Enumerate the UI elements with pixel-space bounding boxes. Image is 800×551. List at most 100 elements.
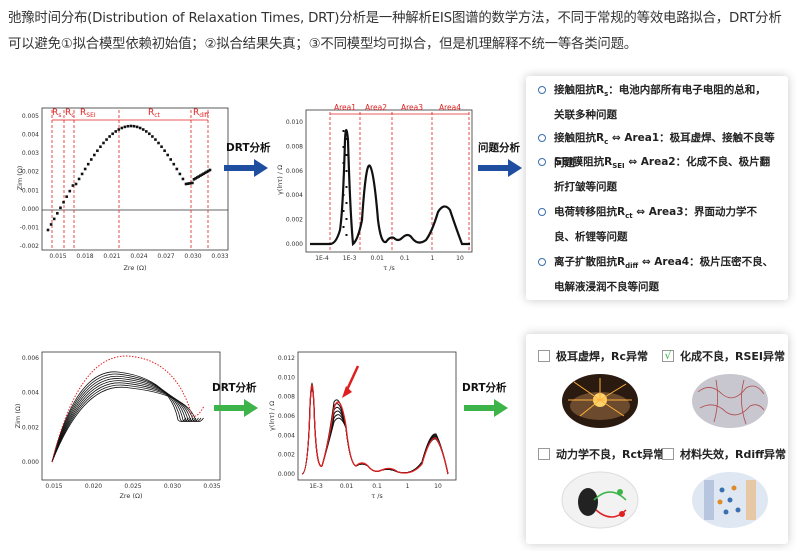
x-tick-label: 0.033 <box>211 253 228 260</box>
diagnosis-label-formation: 化成不良，RSEI异常 <box>680 350 785 363</box>
data-point <box>126 124 130 128</box>
data-point <box>114 130 118 133</box>
data-point <box>345 218 348 220</box>
data-point <box>345 170 348 172</box>
data-point <box>189 181 193 185</box>
y-tick-label: 0.006 <box>286 168 303 175</box>
x-tick-label: 10 <box>434 483 442 490</box>
eis-bottom-xlabel: Zre (Ω) <box>119 492 142 500</box>
checkbox-kinetics[interactable] <box>538 448 550 460</box>
data-point <box>148 132 151 136</box>
data-point <box>62 200 65 204</box>
electrode-map-icon <box>692 374 768 428</box>
checkbox-formation[interactable]: √ <box>662 350 674 362</box>
data-point <box>342 178 345 180</box>
bullet-circle-icon <box>538 134 546 142</box>
data-point <box>99 145 102 149</box>
data-point <box>65 195 68 198</box>
data-point <box>154 138 157 141</box>
bullet-circle-icon <box>538 86 546 94</box>
data-point <box>194 177 197 180</box>
eis-top-xlabel: Zre (Ω) <box>123 264 146 272</box>
y-tick-label: 0.000 <box>22 459 39 466</box>
data-point <box>59 206 62 210</box>
y-tick-label: 0.002 <box>22 169 39 176</box>
eis-curve <box>51 380 197 463</box>
data-point <box>132 124 136 128</box>
data-point <box>342 210 345 212</box>
data-point <box>345 138 348 140</box>
eis-curve <box>51 371 187 463</box>
y-tick-label: 0.008 <box>286 143 303 150</box>
diagnosis-label-kinetics: 动力学不良，Rct异常 <box>556 448 665 461</box>
checkbox-welding[interactable] <box>538 350 550 362</box>
bullet-circle-icon <box>538 258 546 266</box>
y-tick-label: 0.005 <box>22 113 39 120</box>
y-tick-label: 0.002 <box>278 452 295 459</box>
region-label-rs: Rs <box>52 108 61 119</box>
data-point <box>184 182 188 186</box>
data-point <box>187 182 191 185</box>
y-tick-label: 0.004 <box>22 390 39 397</box>
data-point <box>202 172 205 176</box>
problem-analysis-card: 接触阻抗Rs：电池内部所有电子电阻的总和，关联多种问题 接触阻抗Rc ⇔ Are… <box>526 76 788 300</box>
area-label-4: Area4 <box>439 103 461 112</box>
x-tick-label: 0.030 <box>184 253 201 260</box>
data-point <box>175 167 179 171</box>
data-point <box>49 223 53 226</box>
data-point <box>345 234 348 236</box>
x-tick-label: 1E-4 <box>315 255 329 262</box>
eis-curve <box>51 386 204 463</box>
data-point <box>102 141 105 145</box>
data-point <box>52 217 56 221</box>
eis-curve <box>51 384 202 463</box>
data-point <box>77 177 81 181</box>
bullet-circle-icon <box>538 208 546 216</box>
drt-top-ylabel: γ(lnτ) / Ω <box>276 165 284 195</box>
arrow-right-icon <box>464 399 508 417</box>
checkbox-material[interactable] <box>662 448 674 460</box>
data-point <box>68 189 72 193</box>
data-point <box>71 184 75 187</box>
data-point <box>80 172 84 176</box>
y-tick-label: 0.012 <box>278 355 295 362</box>
x-tick-label: 1E-3 <box>309 483 323 490</box>
material-diffusion-icon <box>692 472 768 528</box>
x-tick-label: 1 <box>430 255 434 262</box>
data-point <box>205 170 209 174</box>
diagnosis-label-material: 材料失效，Rdiff异常 <box>680 448 787 461</box>
problem-item: SEI膜阻抗RSEI ⇔ Area2：化成不良、极片翻折打皱等问题 <box>538 152 776 198</box>
data-point <box>56 212 59 215</box>
eis-top-ylabel: Zim (Ω) <box>16 166 24 191</box>
y-tick-label: 0.004 <box>278 432 295 439</box>
data-point <box>345 186 348 188</box>
x-tick-label: 0.030 <box>164 483 181 490</box>
y-tick-label: 0.002 <box>22 424 39 431</box>
x-tick-label: 0.1 <box>400 255 410 262</box>
y-tick-label: 0.010 <box>286 119 303 126</box>
data-point <box>186 182 189 186</box>
y-tick-label: 0.000 <box>286 241 303 248</box>
problem-item: 接触阻抗Rs：电池内部所有电子电阻的总和，关联多种问题 <box>538 80 776 126</box>
drt-chart-top: Area1 Area2 Area3 Area4 0.010 0.008 0.006 0… <box>276 103 473 272</box>
data-point <box>157 141 160 145</box>
drt-bottom-xlabel: τ /s <box>371 492 383 500</box>
x-tick-label: 0.024 <box>130 253 147 260</box>
x-tick-label: 0.018 <box>76 253 93 260</box>
drt-chart-bottom: 0.012 0.010 0.008 0.006 0.004 0.002 0.000 1E-3… <box>268 351 457 500</box>
data-point <box>123 125 127 129</box>
data-point <box>46 228 50 232</box>
x-tick-label: 0.01 <box>371 255 385 262</box>
data-point <box>181 177 185 181</box>
data-point <box>144 130 148 133</box>
data-point <box>135 125 139 129</box>
welding-sparks-icon <box>562 374 638 428</box>
x-tick-label: 0.027 <box>157 253 174 260</box>
data-point <box>195 176 199 179</box>
data-point <box>117 128 121 131</box>
data-point <box>197 175 201 178</box>
arrow-label-drt-top: DRT分析 <box>226 142 271 154</box>
data-point <box>83 167 87 171</box>
data-point <box>86 162 90 166</box>
data-point <box>96 149 99 153</box>
